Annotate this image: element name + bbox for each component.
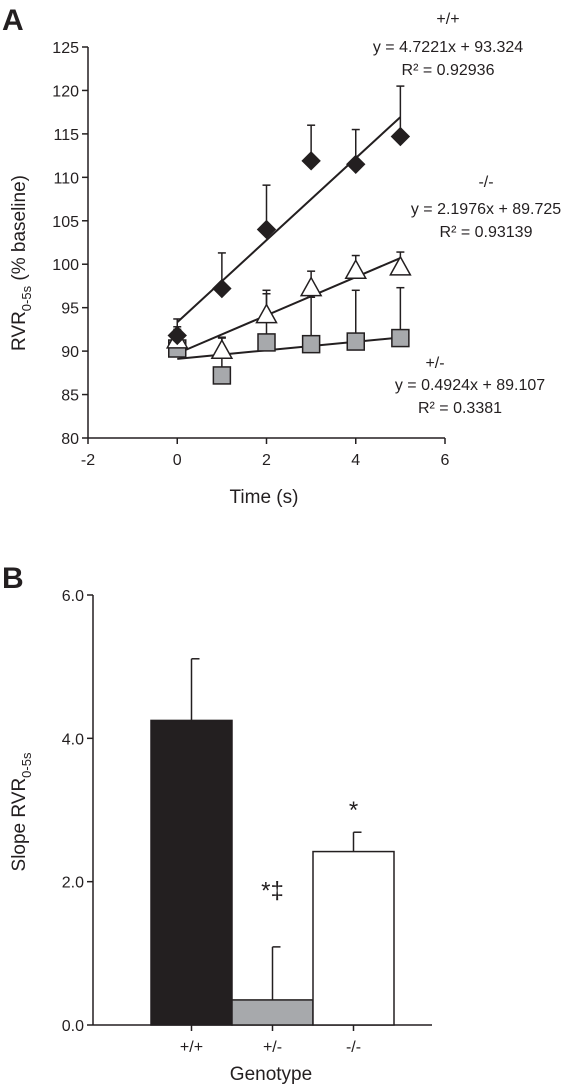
panel-a-y-tick-label: 120 <box>52 83 79 100</box>
panel-a-x-tick-label: 4 <box>351 452 360 469</box>
data-point <box>299 276 323 297</box>
fit-line <box>177 336 401 360</box>
panel-b-x-tick-label: +/+ <box>180 1039 203 1056</box>
panel-a-y-title-sub: 0-5s <box>19 285 34 311</box>
panel-b-y-tick-label: 4.0 <box>62 731 84 748</box>
annot-het-r2: R² = 0.3381 <box>418 400 502 417</box>
panel-a-y-title-main: RVR <box>9 311 30 351</box>
panel-a-y-tick-label: 80 <box>61 431 79 448</box>
annot-wt-equation: y = 4.7221x + 93.324 <box>373 39 523 56</box>
bar <box>312 850 395 1026</box>
data-point <box>212 366 232 385</box>
panel-a-letter: A <box>2 4 24 37</box>
panel-b-y-title-main: Slope RVR <box>9 778 30 872</box>
panel-b-y-tick-label: 6.0 <box>62 588 84 605</box>
panel-a: A 80 85 90 95 100 105 110 115 120 125 -2 0 2 4 6 Time … <box>2 4 561 508</box>
data-point <box>390 126 411 147</box>
annot-het-genotype: +/- <box>425 355 444 372</box>
panel-a-y-tick-label: 100 <box>52 257 79 274</box>
panel-a-error-bars <box>173 85 405 376</box>
data-point <box>257 333 276 352</box>
annot-het-equation: y = 0.4924x + 89.107 <box>395 377 545 394</box>
panel-a-y-tick-label: 110 <box>53 170 79 187</box>
annot-wt-genotype: +/+ <box>436 11 459 28</box>
data-point <box>256 219 277 240</box>
panel-a-y-axis-title: RVR0-5s (% baseline) <box>9 175 34 351</box>
panel-b-y-tick-label: 2.0 <box>62 875 84 892</box>
data-point <box>255 303 278 324</box>
annot-ko-r2: R² = 0.93139 <box>440 224 533 241</box>
bar <box>231 999 314 1026</box>
panel-a-fit-lines <box>176 116 402 360</box>
data-point <box>212 278 232 299</box>
panel-a-x-tick-label: -2 <box>81 452 95 469</box>
panel-b-significance-marks: *‡ * <box>261 797 358 904</box>
data-point <box>346 332 365 351</box>
data-point <box>391 328 410 348</box>
panel-b: B 0.0 2.0 4.0 6.0 +/+ +/- -/- *‡ * Genotype Slo… <box>2 562 432 1085</box>
panel-a-y-tick-label: 125 <box>52 40 79 57</box>
panel-b-letter: B <box>2 562 24 595</box>
panel-a-y-tick-label: 85 <box>61 388 79 405</box>
fit-line <box>176 257 401 355</box>
panel-b-y-title-sub: 0-5s <box>19 752 34 778</box>
significance-mark: *‡ <box>261 878 284 905</box>
significance-mark: * <box>349 797 358 824</box>
panel-a-x-tick-label: 2 <box>262 452 271 469</box>
panel-b-bars <box>150 719 395 1026</box>
panel-b-error-bars <box>190 658 362 1000</box>
fit-line <box>176 116 402 323</box>
panel-a-y-tick-label: 95 <box>61 301 79 318</box>
panel-b-x-tick-label: -/- <box>346 1039 361 1056</box>
bar <box>150 719 233 1026</box>
data-point <box>301 334 321 354</box>
annot-wt-r2: R² = 0.92936 <box>402 62 495 79</box>
panel-a-x-axis-title: Time (s) <box>230 487 299 508</box>
data-point <box>344 258 368 280</box>
annot-ko-genotype: -/- <box>478 174 493 191</box>
panel-a-x-tick-label: 6 <box>441 452 450 469</box>
panel-a-axes: 80 85 90 95 100 105 110 115 120 125 -2 0 2 4 6 <box>52 40 449 469</box>
annot-ko-equation: y = 2.1976x + 89.725 <box>411 201 561 218</box>
panel-b-y-axis-title: Slope RVR0-5s <box>9 752 34 871</box>
data-point <box>210 338 234 359</box>
panel-a-y-tick-label: 115 <box>53 127 79 144</box>
panel-a-x-tick-label: 0 <box>173 452 182 469</box>
panel-b-x-axis-title: Genotype <box>230 1064 312 1085</box>
panel-a-y-tick-label: 90 <box>61 344 79 361</box>
panel-a-y-title-suffix: (% baseline) <box>9 175 30 286</box>
panel-a-y-tick-label: 105 <box>52 214 79 231</box>
data-point <box>167 325 187 346</box>
data-point <box>301 151 321 171</box>
panel-a-points <box>165 126 412 385</box>
panel-b-y-tick-label: 0.0 <box>62 1018 84 1035</box>
data-point <box>346 154 366 175</box>
panel-b-x-tick-label: +/- <box>263 1039 282 1056</box>
data-point <box>389 255 412 276</box>
